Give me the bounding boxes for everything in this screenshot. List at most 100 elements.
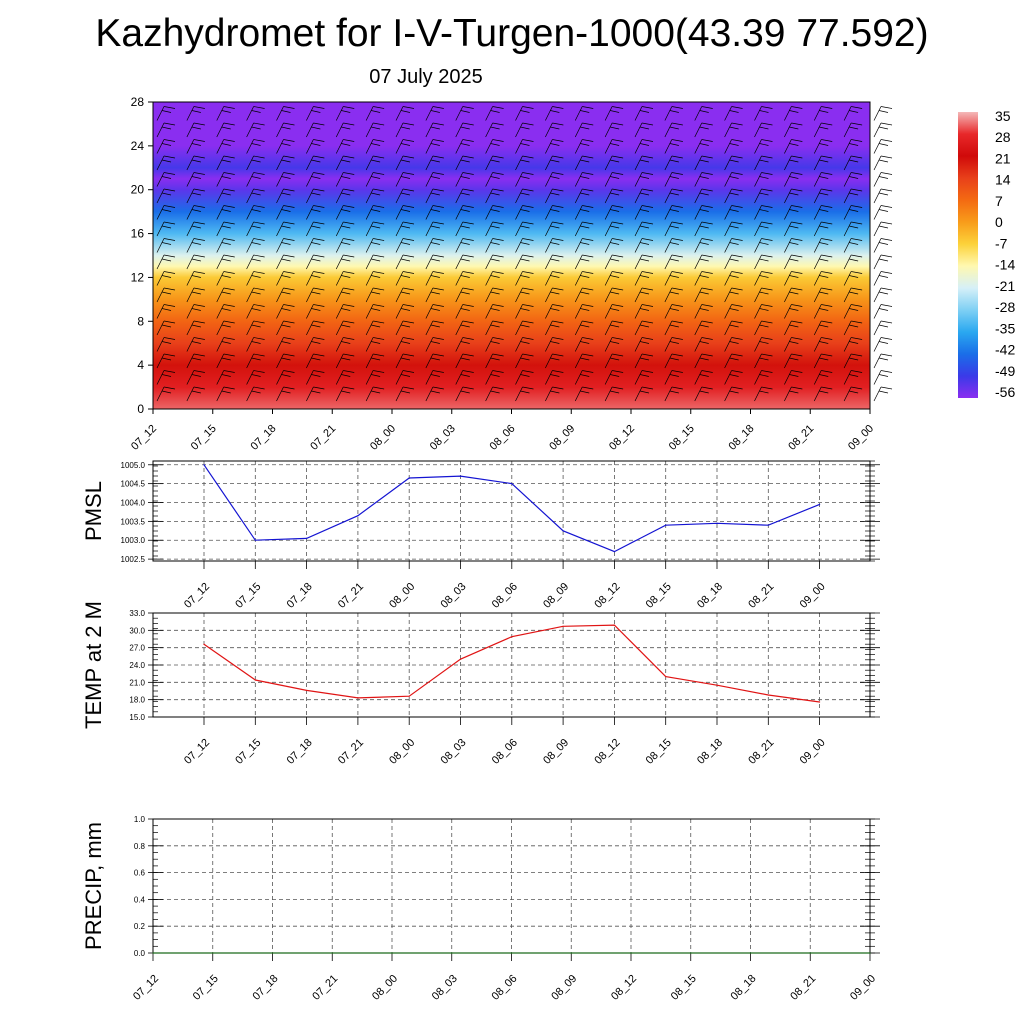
wind-barb [425,386,444,402]
y-tick-label: 28 [131,95,145,109]
wind-barb [664,221,683,237]
wind-barb [843,172,863,187]
wind-barb [754,172,773,187]
wind-barb [276,254,295,270]
x-tick-label: 08_03 [439,581,469,611]
wind-barb [784,155,803,171]
wind-barb [873,221,893,237]
wind-barb [425,221,444,237]
wind-barb [843,337,863,352]
wind-barb [724,172,743,187]
panel-pmsl-data-point [203,464,205,466]
wind-barb [156,155,176,171]
wind-barb [276,106,295,121]
wind-barb [365,139,385,154]
wind-barb [694,221,713,237]
wind-barb [186,122,205,138]
panel-precip-data-point [271,952,274,954]
x-tick-label: 07_12 [182,737,212,767]
wind-barb [335,271,355,286]
wind-barb [515,370,534,385]
wind-barb [604,221,624,237]
x-tick-label: 09_00 [846,423,876,453]
x-tick-label: 08_12 [609,973,639,1003]
wind-barb [574,106,594,121]
wind-barb [216,122,235,138]
x-tick-label: 09_00 [798,581,828,611]
x-tick-label: 08_21 [786,423,816,453]
wind-barb [634,221,654,237]
wind-barb [485,370,504,385]
wind-barb [276,122,295,138]
wind-barb [574,221,594,237]
panel-pmsl-data-point [306,537,308,539]
wind-barb [545,106,564,121]
wind-barb [276,370,295,385]
wind-barb [545,386,564,402]
wind-barb [216,205,235,220]
wind-barb [664,254,683,270]
wind-barb [813,122,833,138]
panel-precip-data-point [630,952,632,954]
wind-barb [365,205,385,220]
wind-barb [664,155,683,171]
wind-barb [365,238,385,253]
wind-barb [216,287,235,303]
wind-barb [335,172,355,187]
wind-barb [574,353,594,369]
wind-barb [515,353,534,369]
y-tick-label: 8 [137,314,144,328]
wind-barb [664,304,683,319]
wind-barb [843,139,863,154]
wind-barb [365,320,385,336]
wind-barb [724,205,743,220]
x-tick-label: 07_18 [285,581,315,611]
x-tick-label: 07_18 [285,737,315,767]
panel-precip-data-point [331,952,333,954]
panel-pmsl-data-point [254,539,256,541]
wind-barb [694,205,713,220]
wind-barb [724,271,743,286]
x-tick-label: 07_15 [233,581,263,611]
y-tick-label: 0.0 [134,949,146,958]
y-tick-label: 1.0 [134,815,146,824]
wind-barb [365,155,385,171]
wind-barb [216,370,235,385]
wind-barb [276,320,295,336]
wind-barb [604,370,624,385]
wind-barb [634,238,654,253]
wind-barb [784,370,803,385]
wind-barb [485,386,504,402]
wind-barb [216,353,235,369]
wind-barb [813,205,833,220]
wind-barb [425,353,444,369]
wind-barb [604,386,624,402]
wind-barb [813,254,833,270]
x-tick-label: 08_12 [592,581,622,611]
wind-barb [335,370,355,385]
panel-precip-data-point [212,952,214,954]
wind-barb [843,188,863,204]
x-tick-label: 08_06 [488,423,518,453]
wind-barb [664,271,683,286]
wind-barb [784,122,803,138]
wind-barb [634,320,654,336]
wind-barb [813,155,833,171]
wind-barb [694,188,713,204]
wind-barb [485,320,504,336]
panel-pmsl-data-point [459,475,462,477]
wind-barb [455,254,474,270]
wind-barb [754,353,773,369]
x-tick-label: 08_00 [387,581,417,611]
y-tick-label: 20 [131,183,145,197]
wind-barb [634,287,654,303]
wind-barb [216,188,235,204]
wind-barb [515,122,534,138]
wind-barb [784,287,803,303]
wind-barb [156,304,176,319]
x-tick-label: 07_12 [131,973,161,1003]
wind-barb [335,106,355,121]
wind-barb [156,337,176,352]
colorbar-label: 7 [995,193,1003,209]
wind-barb [515,337,534,352]
